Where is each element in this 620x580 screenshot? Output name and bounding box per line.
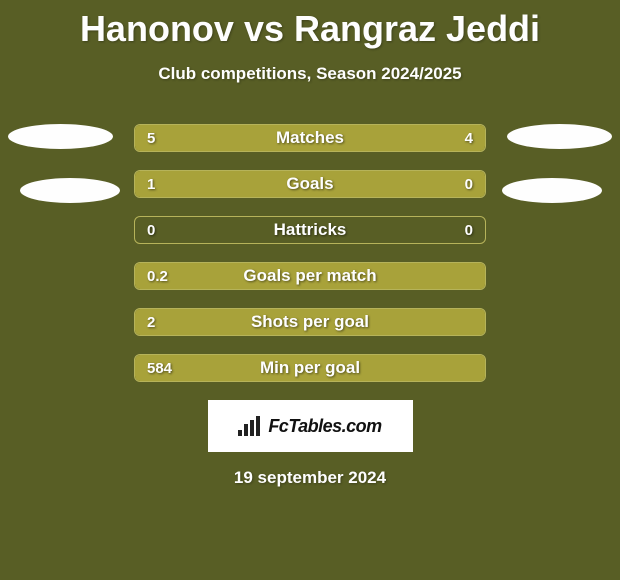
- bar-label: Matches: [135, 125, 485, 151]
- bar-label: Shots per goal: [135, 309, 485, 335]
- logo: FcTables.com: [238, 416, 381, 437]
- bar-row: 2Shots per goal: [134, 308, 486, 336]
- logo-text: FcTables.com: [268, 416, 381, 437]
- bars-icon: [238, 416, 264, 436]
- player-left-ellipse-1: [8, 124, 113, 149]
- bar-row: 0.2Goals per match: [134, 262, 486, 290]
- bar-label: Goals: [135, 171, 485, 197]
- bar-label: Min per goal: [135, 355, 485, 381]
- bar-row: 00Hattricks: [134, 216, 486, 244]
- page-subtitle: Club competitions, Season 2024/2025: [0, 64, 620, 84]
- bar-label: Hattricks: [135, 217, 485, 243]
- comparison-area: 54Matches 10Goals 00Hattricks 0.2Goals per …: [0, 124, 620, 382]
- page-title: Hanonov vs Rangraz Jeddi: [0, 0, 620, 50]
- bar-row: 10Goals: [134, 170, 486, 198]
- bar-label: Goals per match: [135, 263, 485, 289]
- bars-container: 54Matches 10Goals 00Hattricks 0.2Goals per …: [134, 124, 486, 382]
- bar-row: 54Matches: [134, 124, 486, 152]
- bar-row: 584Min per goal: [134, 354, 486, 382]
- logo-box: FcTables.com: [208, 400, 413, 452]
- player-left-ellipse-2: [20, 178, 120, 203]
- snapshot-date: 19 september 2024: [0, 468, 620, 488]
- player-right-ellipse-1: [507, 124, 612, 149]
- player-right-ellipse-2: [502, 178, 602, 203]
